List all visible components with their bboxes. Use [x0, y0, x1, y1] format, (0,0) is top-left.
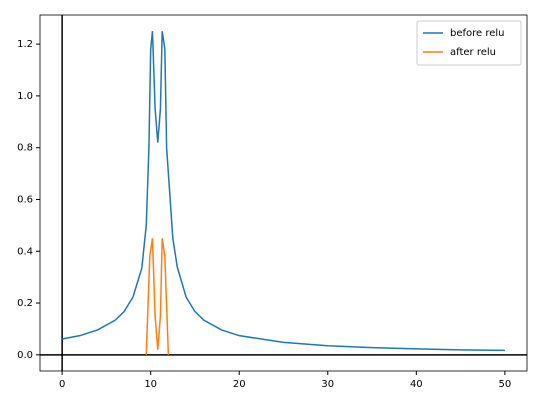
legend-box: [416, 20, 522, 66]
x-tick-label: 30: [321, 379, 334, 390]
x-tick-label: 50: [498, 379, 511, 390]
x-tick-label: 0: [59, 379, 65, 390]
y-tick-label: 1.0: [17, 91, 33, 102]
line: [145, 238, 170, 355]
line: [61, 31, 505, 352]
y-tick-label: 0.0: [17, 350, 33, 361]
legend-label: after relu: [450, 47, 496, 58]
y-tick-label: 0.8: [17, 143, 33, 154]
y-tick-label: 0.6: [17, 194, 33, 205]
y-tick-label: 1.2: [17, 39, 33, 50]
x-tick-label: 40: [410, 379, 423, 390]
y-tick-label: 0.2: [17, 298, 33, 309]
frame: [39, 14, 528, 372]
legend-label: before relu: [450, 28, 505, 39]
y-tick-label: 0.4: [17, 246, 33, 257]
x-tick-label: 20: [233, 379, 246, 390]
x-tick-label: 10: [144, 379, 157, 390]
